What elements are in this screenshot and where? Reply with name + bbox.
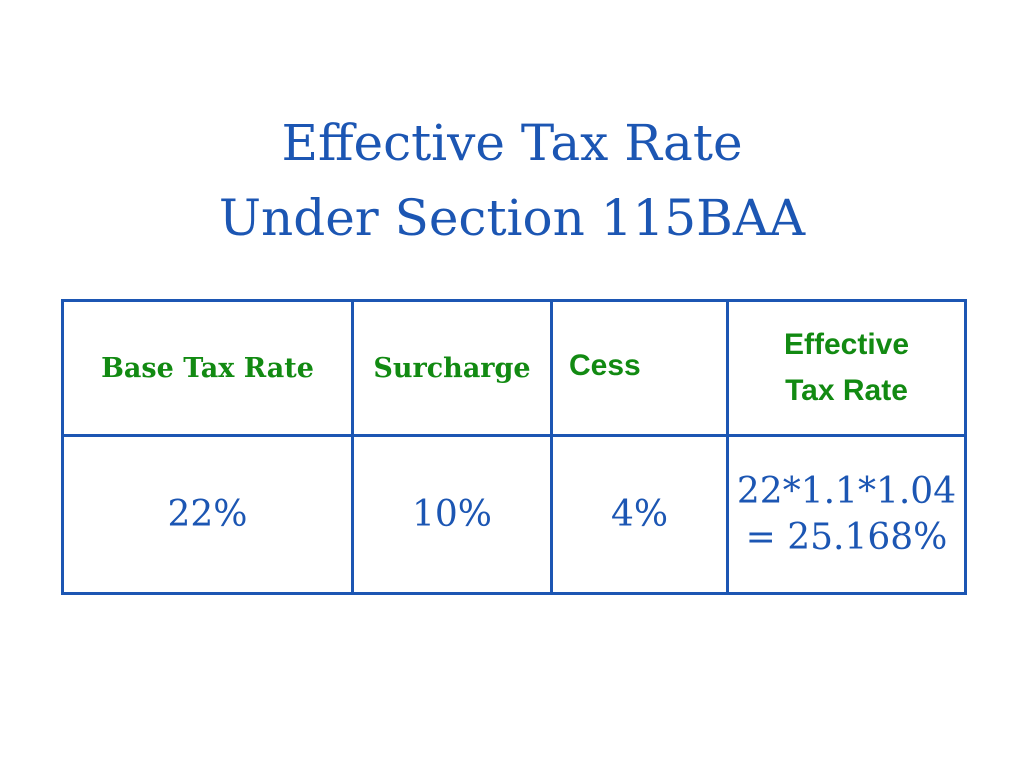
value-surcharge: 10% xyxy=(411,493,492,535)
value-cess: 4% xyxy=(610,493,669,535)
header-effective-line-1: Effective xyxy=(783,328,910,361)
value-cell-effective-tax-rate: 22*1.1*1.04 = 25.168% xyxy=(726,434,967,595)
header-cell-cess: Cess xyxy=(550,299,729,437)
header-cess: Cess xyxy=(569,349,641,382)
value-base-tax-rate: 22% xyxy=(167,493,248,535)
tax-rate-table: Base Tax Rate Surcharge Cess Effective T… xyxy=(61,299,967,595)
header-cell-surcharge: Surcharge xyxy=(351,299,553,437)
page-title-line-1: Effective Tax Rate xyxy=(281,114,743,172)
page-title-line-2: Under Section 115BAA xyxy=(218,189,806,247)
value-effective-line-2: = 25.168% xyxy=(745,516,948,558)
value-cell-base-tax-rate: 22% xyxy=(61,434,354,595)
header-base-tax-rate: Base Tax Rate xyxy=(101,352,314,384)
value-effective-line-1: 22*1.1*1.04 xyxy=(736,470,957,512)
header-cell-effective-tax-rate: Effective Tax Rate xyxy=(726,299,967,437)
header-surcharge: Surcharge xyxy=(373,352,531,384)
header-cell-base-tax-rate: Base Tax Rate xyxy=(61,299,354,437)
value-cell-surcharge: 10% xyxy=(351,434,553,595)
table-header-row: Base Tax Rate Surcharge Cess Effective T… xyxy=(61,299,967,437)
value-cell-cess: 4% xyxy=(550,434,729,595)
header-effective-line-2: Tax Rate xyxy=(785,374,908,407)
table-value-row: 22% 10% 4% 22*1.1*1.04 = 25.168% xyxy=(61,434,967,595)
